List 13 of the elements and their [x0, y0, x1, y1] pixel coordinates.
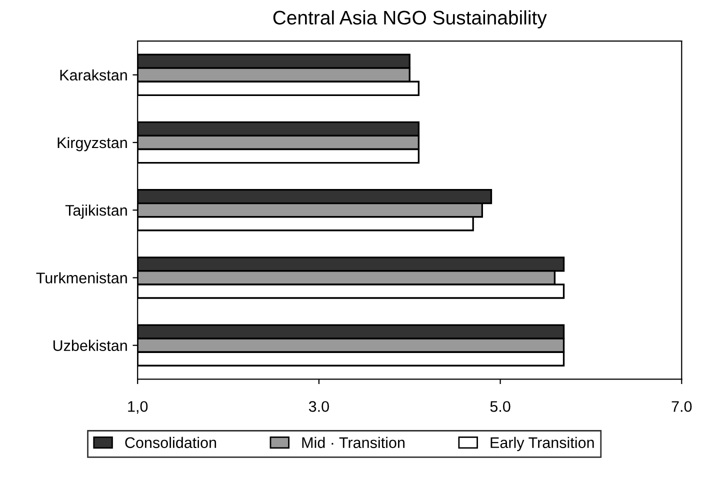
legend-label: Early Transition [490, 436, 594, 452]
y-tick-label: Turkmenistan [36, 272, 127, 284]
y-tick-label: Karakstan [60, 69, 127, 81]
y-tick-label: Kirgyzstan [58, 136, 127, 152]
y-tick-label: Uzbekistan [53, 340, 127, 352]
x-tick-label: 3.0 [308, 401, 329, 412]
y-tick-label: Tajikistan [65, 204, 127, 219]
x-tick-label: 1,0 [128, 401, 148, 414]
chart-title: Central Asia NGO Sustainability [273, 10, 547, 28]
legend-label: Mid · Transition [302, 436, 404, 448]
legend-label: Consolidation [125, 436, 216, 448]
x-tick-label: 7.0 [672, 401, 692, 412]
x-tick-label: 5.0 [490, 401, 510, 412]
